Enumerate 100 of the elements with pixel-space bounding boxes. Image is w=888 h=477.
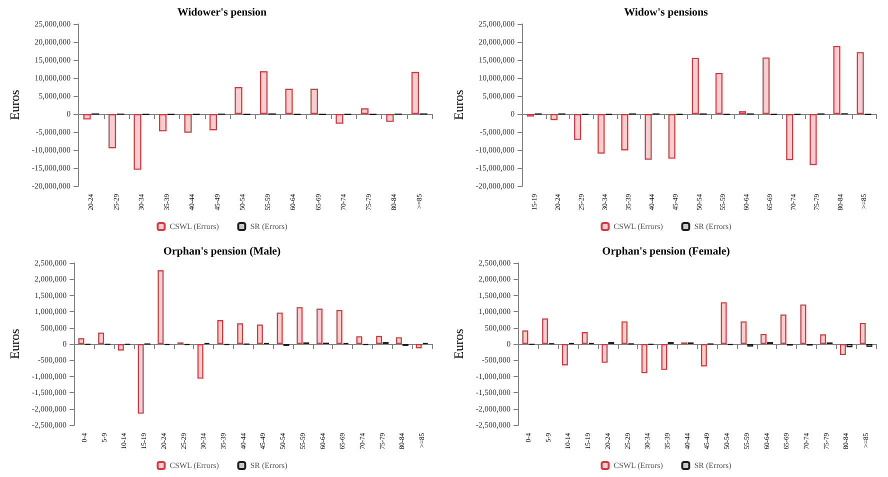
bar — [840, 344, 846, 356]
chart-title: Orphan's pension (Male) — [163, 246, 282, 258]
y-tick-label: 1,000,000 — [34, 307, 67, 316]
bar — [692, 58, 699, 114]
bar — [78, 338, 84, 344]
bar — [715, 72, 722, 114]
y-tick-label: -20,000,000 — [476, 182, 515, 190]
y-tick-label: 25,000,000 — [478, 20, 515, 28]
y-tick-label: -1,500,000 — [476, 388, 511, 398]
y-tick-label: -2,500,000 — [476, 420, 511, 430]
y-tick-label: 0 — [506, 340, 511, 348]
bar — [356, 336, 362, 344]
bar — [83, 114, 91, 120]
y-tick-label: 500,000 — [484, 323, 511, 332]
y-tick-label: -2,000,000 — [32, 404, 67, 414]
bar — [762, 57, 770, 114]
y-tick-label: 2,000,000 — [34, 274, 67, 284]
legend-label: SR (Errors) — [694, 461, 732, 470]
bar — [411, 72, 419, 114]
chart-title: Orphan's pension (Female) — [602, 246, 730, 258]
bar — [550, 114, 558, 120]
y-tick-label: 0 — [66, 110, 71, 118]
bar — [386, 114, 394, 122]
bar — [184, 114, 192, 133]
bar — [256, 324, 263, 344]
y-axis-title: Euros — [7, 328, 22, 360]
bar — [316, 308, 322, 344]
bar — [296, 307, 303, 344]
bar — [800, 304, 806, 344]
y-axis-title: Euros — [451, 90, 466, 120]
y-tick-label: 15,000,000 — [34, 56, 71, 64]
bar — [562, 344, 568, 366]
y-tick-label: -5,000,000 — [480, 128, 515, 136]
bar — [602, 344, 608, 363]
bar — [237, 323, 244, 344]
bar — [158, 270, 164, 344]
bar — [582, 332, 588, 344]
bar — [217, 320, 224, 344]
bar — [138, 344, 144, 414]
bar — [98, 332, 104, 344]
bar — [856, 52, 864, 114]
y-tick-label: -20,000,000 — [32, 182, 71, 190]
bar — [158, 114, 167, 132]
bar — [661, 344, 668, 370]
y-tick-label: -1,000,000 — [32, 372, 67, 381]
y-tick-label: 5,000,000 — [482, 92, 515, 100]
bar — [234, 87, 242, 114]
legend-label: CSWL (Errors) — [614, 222, 664, 231]
bar — [310, 88, 318, 114]
bar — [209, 114, 218, 130]
legend-label: SR (Errors) — [250, 461, 288, 470]
bar — [598, 114, 605, 154]
bar — [134, 114, 142, 170]
y-tick-label: 1,500,000 — [34, 290, 67, 300]
bar — [276, 312, 283, 344]
y-tick-label: 2,500,000 — [34, 258, 67, 268]
bar — [542, 318, 548, 344]
bar — [786, 114, 794, 160]
bar — [285, 88, 293, 114]
bar — [574, 114, 582, 140]
legend-label: CSWL (Errors) — [614, 461, 664, 470]
bar — [833, 46, 840, 114]
y-tick-label: 2,500,000 — [478, 258, 511, 268]
bar — [644, 114, 652, 160]
y-tick-label: 5,000,000 — [38, 92, 71, 100]
bar — [197, 344, 204, 379]
bar — [740, 321, 747, 344]
y-tick-label: -1,000,000 — [476, 372, 511, 381]
y-tick-label: 10,000,000 — [478, 74, 515, 82]
bar — [396, 337, 402, 344]
chart-title: Widower's pension — [177, 6, 267, 18]
bar — [621, 114, 628, 150]
y-tick-label: 10,000,000 — [34, 74, 71, 82]
chart-title: Widow's pensions — [624, 6, 709, 18]
bar — [118, 344, 124, 350]
y-tick-label: -15,000,000 — [32, 164, 71, 172]
legend-label: SR (Errors) — [250, 222, 288, 231]
y-axis-title: Euros — [451, 328, 466, 360]
bar — [260, 71, 268, 114]
y-tick-label: 20,000,000 — [34, 38, 71, 46]
bar — [336, 114, 344, 124]
bar — [668, 114, 676, 159]
y-tick-label: 20,000,000 — [478, 38, 515, 46]
bar — [376, 336, 382, 344]
y-tick-label: -500,000 — [38, 356, 67, 365]
legend-label: SR (Errors) — [694, 222, 732, 231]
bar — [336, 310, 342, 344]
bar — [860, 322, 866, 344]
y-tick-label: -2,500,000 — [32, 420, 67, 430]
y-tick-label: 0 — [62, 340, 67, 348]
y-tick-label: 1,500,000 — [478, 290, 511, 300]
y-tick-label: 25,000,000 — [34, 20, 71, 28]
bar — [846, 344, 852, 348]
bar — [760, 334, 766, 344]
y-tick-label: 500,000 — [40, 323, 67, 332]
bar — [522, 330, 528, 344]
y-tick-label: 0 — [510, 110, 515, 118]
legend-label: CSWL (Errors) — [170, 222, 220, 231]
bar — [780, 314, 786, 344]
bar — [108, 114, 116, 148]
